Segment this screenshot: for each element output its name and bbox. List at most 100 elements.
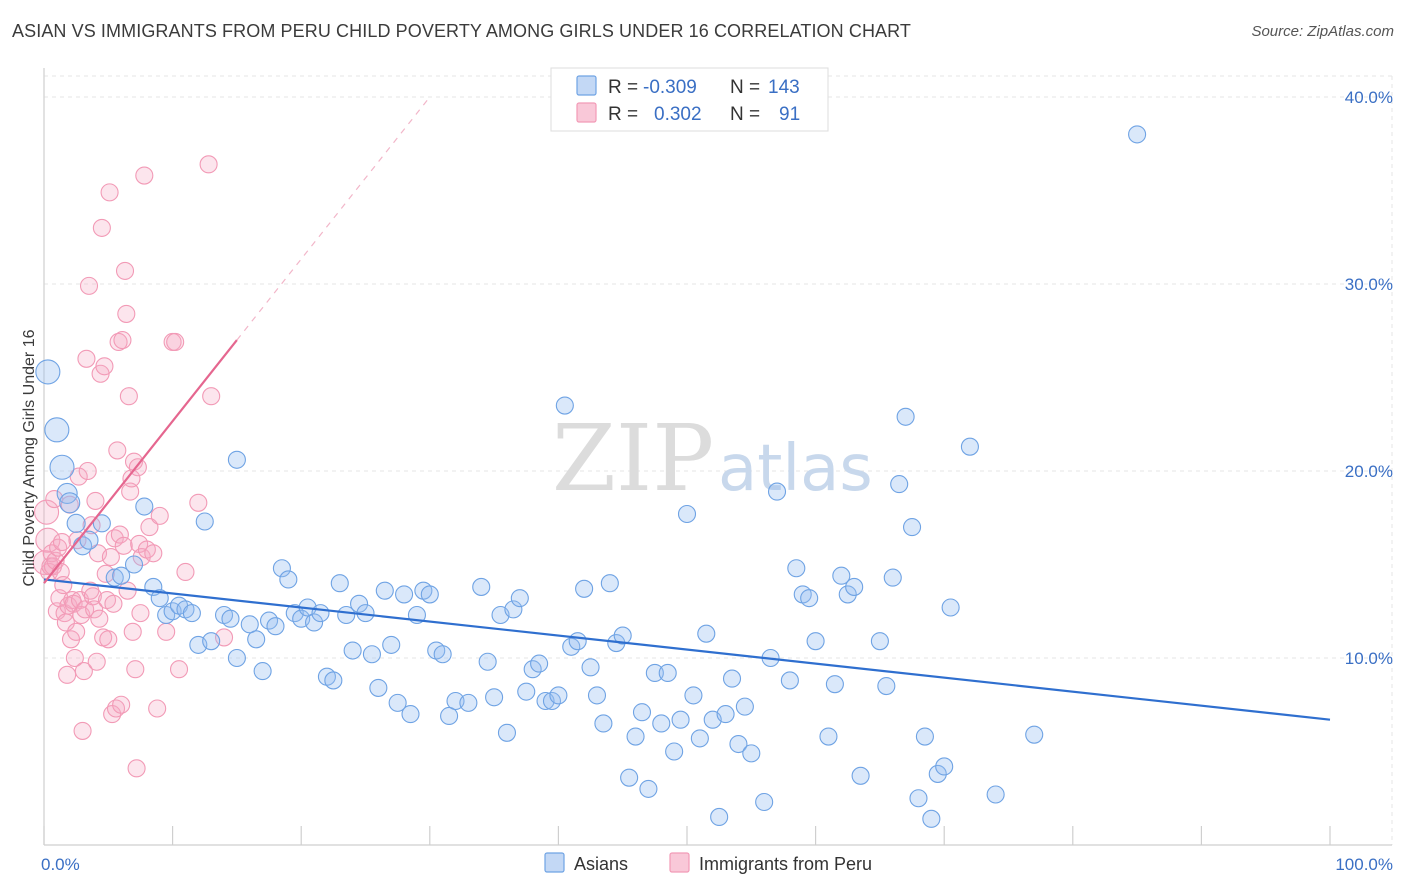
series-peru-points bbox=[32, 155, 234, 778]
point-asians-115 bbox=[838, 585, 857, 604]
point-asians-12 bbox=[135, 497, 154, 516]
point-asians-111 bbox=[806, 632, 825, 651]
watermark: ZIP atlas bbox=[552, 405, 873, 512]
series-asians-points bbox=[35, 125, 1147, 828]
point-peru-50 bbox=[100, 183, 119, 202]
point-asians-79 bbox=[587, 686, 607, 705]
point-asians-41 bbox=[330, 574, 349, 593]
point-peru-2 bbox=[35, 527, 61, 553]
y-tick-labels: 10.0% 20.0% 30.0% 40.0% bbox=[1345, 88, 1393, 668]
point-asians-14 bbox=[150, 589, 169, 608]
x-tick-label-100: 100.0% bbox=[1335, 855, 1393, 874]
point-peru-88 bbox=[199, 155, 218, 174]
point-asians-55 bbox=[420, 585, 439, 604]
point-peru-89 bbox=[202, 387, 221, 406]
point-peru-37 bbox=[83, 587, 102, 606]
point-peru-33 bbox=[78, 461, 97, 481]
point-asians-42 bbox=[337, 605, 356, 625]
point-asians-31 bbox=[266, 617, 285, 636]
point-asians-19 bbox=[182, 604, 201, 623]
point-asians-113 bbox=[825, 675, 844, 694]
gridlines bbox=[44, 75, 1393, 845]
point-peru-58 bbox=[110, 525, 129, 544]
point-asians-32 bbox=[272, 559, 291, 578]
y-tick-label-10: 10.0% bbox=[1345, 649, 1393, 668]
point-peru-30 bbox=[74, 662, 93, 681]
point-peru-47 bbox=[96, 564, 115, 583]
point-asians-70 bbox=[530, 654, 549, 673]
legend-n-value-peru: 91 bbox=[779, 104, 800, 125]
point-peru-44 bbox=[92, 218, 111, 237]
point-asians-122 bbox=[896, 407, 915, 426]
point-asians-125 bbox=[915, 727, 934, 746]
point-asians-10 bbox=[112, 566, 131, 585]
point-asians-133 bbox=[1128, 125, 1147, 144]
bottom-legend-asians: Asians bbox=[574, 854, 628, 874]
point-asians-117 bbox=[851, 766, 870, 785]
point-peru-1 bbox=[34, 499, 60, 525]
source-label: Source: ZipAtlas.com bbox=[1251, 23, 1394, 40]
point-asians-37 bbox=[305, 613, 324, 632]
point-asians-44 bbox=[350, 594, 369, 613]
point-asians-92 bbox=[671, 710, 690, 729]
point-peru-84 bbox=[166, 332, 185, 352]
x-tick-label-0: 0.0% bbox=[41, 855, 80, 874]
point-asians-0 bbox=[35, 359, 61, 385]
axes bbox=[43, 68, 1392, 846]
point-peru-65 bbox=[119, 387, 138, 406]
point-asians-106 bbox=[767, 482, 787, 501]
point-asians-77 bbox=[575, 579, 594, 598]
point-peru-38 bbox=[85, 600, 104, 619]
point-peru-80 bbox=[148, 699, 167, 718]
point-peru-81 bbox=[150, 506, 169, 525]
point-peru-32 bbox=[77, 349, 96, 368]
point-asians-116 bbox=[845, 577, 864, 596]
point-asians-95 bbox=[690, 729, 709, 748]
point-asians-112 bbox=[819, 727, 838, 746]
watermark-zip: ZIP bbox=[552, 405, 714, 512]
point-peru-39 bbox=[86, 491, 105, 510]
point-peru-56 bbox=[108, 441, 127, 460]
point-asians-2 bbox=[49, 454, 75, 480]
point-asians-86 bbox=[632, 703, 652, 722]
point-asians-11 bbox=[124, 555, 144, 574]
watermark-atlas: atlas bbox=[718, 432, 873, 506]
point-peru-40 bbox=[87, 652, 106, 671]
point-peru-64 bbox=[118, 581, 137, 600]
point-peru-46 bbox=[95, 357, 114, 376]
legend-r-value-asians: -0.309 bbox=[643, 77, 697, 98]
point-asians-118 bbox=[870, 632, 889, 651]
point-asians-110 bbox=[800, 589, 819, 608]
point-asians-130 bbox=[960, 437, 979, 456]
point-asians-73 bbox=[549, 686, 568, 705]
point-asians-102 bbox=[735, 697, 754, 716]
point-asians-28 bbox=[247, 630, 266, 649]
point-asians-67 bbox=[510, 589, 529, 608]
point-asians-48 bbox=[375, 581, 394, 600]
point-asians-99 bbox=[716, 705, 735, 724]
point-peru-86 bbox=[176, 562, 195, 582]
point-asians-60 bbox=[459, 693, 478, 712]
point-asians-80 bbox=[594, 714, 613, 733]
point-asians-124 bbox=[909, 789, 928, 808]
chart-title: ASIAN VS IMMIGRANTS FROM PERU CHILD POVE… bbox=[12, 21, 912, 41]
point-asians-85 bbox=[626, 727, 645, 746]
point-asians-94 bbox=[684, 686, 703, 705]
point-peru-63 bbox=[117, 304, 136, 323]
point-asians-29 bbox=[253, 662, 272, 681]
point-asians-114 bbox=[832, 566, 851, 585]
point-asians-76 bbox=[568, 632, 587, 651]
point-asians-83 bbox=[613, 626, 632, 645]
point-asians-81 bbox=[600, 574, 619, 593]
point-peru-51 bbox=[101, 547, 120, 567]
point-asians-126 bbox=[922, 809, 941, 828]
point-peru-17 bbox=[58, 665, 77, 684]
x-tick-labels: 0.0% 100.0% bbox=[41, 855, 1393, 874]
point-asians-91 bbox=[665, 742, 684, 761]
point-asians-87 bbox=[639, 779, 658, 798]
point-asians-104 bbox=[755, 792, 774, 812]
point-asians-63 bbox=[485, 688, 504, 707]
point-peru-14 bbox=[54, 576, 73, 595]
point-asians-108 bbox=[787, 559, 806, 578]
